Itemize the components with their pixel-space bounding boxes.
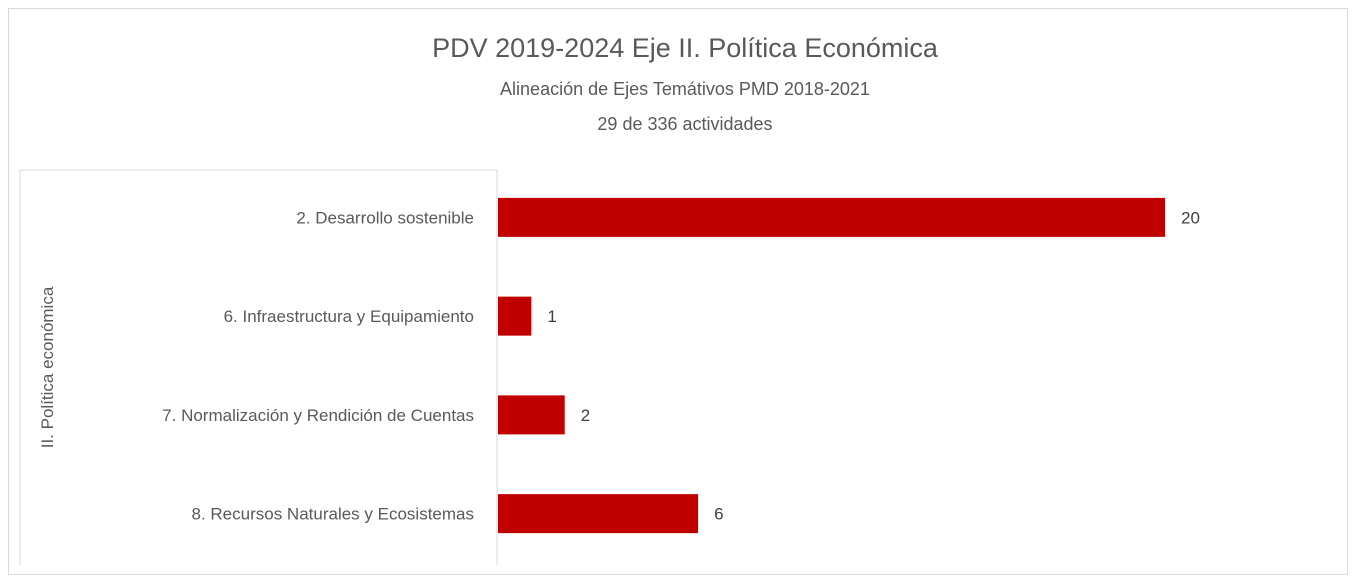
chart-frame — [8, 8, 1348, 575]
data-label: 6 — [714, 505, 723, 524]
bar — [498, 296, 532, 336]
data-label: 2 — [581, 406, 590, 425]
group-label: II. Política económica — [38, 286, 57, 448]
category-label: 7. Normalización y Rendición de Cuentas — [162, 406, 474, 425]
category-labels: 2. Desarrollo sostenible 6. Infraestructu… — [162, 208, 474, 523]
bar — [498, 395, 565, 435]
data-label: 1 — [547, 307, 556, 326]
category-label: 8. Recursos Naturales y Ecosistemas — [192, 505, 475, 524]
bar — [498, 197, 1165, 237]
chart-title: PDV 2019-2024 Eje II. Política Económica — [432, 33, 939, 63]
chart-subtitle-line-1: Alineación de Ejes Temátivos PMD 2018-20… — [500, 79, 870, 99]
category-label: 6. Infraestructura y Equipamiento — [224, 307, 474, 326]
category-axis: II. Política económica — [19, 169, 498, 565]
category-label: 2. Desarrollo sostenible — [296, 208, 474, 227]
bars — [498, 197, 1165, 534]
data-label: 20 — [1181, 208, 1200, 227]
bar — [498, 494, 699, 534]
chart-subtitle-line-2: 29 de 336 actividades — [597, 114, 772, 134]
data-labels: 20 1 2 6 — [547, 208, 1200, 523]
